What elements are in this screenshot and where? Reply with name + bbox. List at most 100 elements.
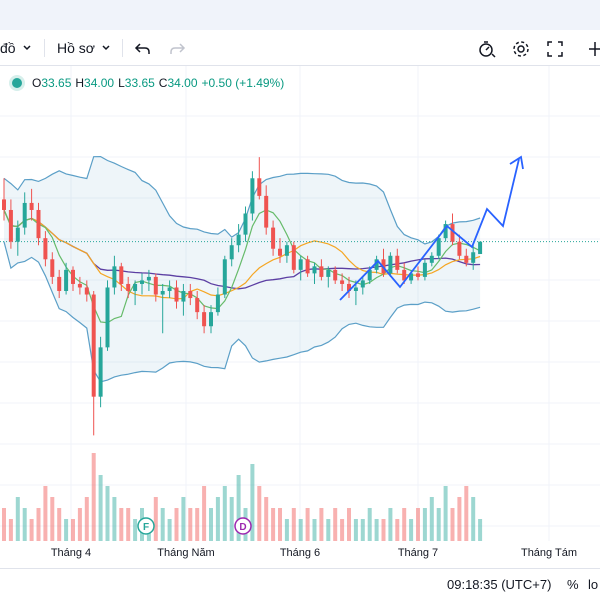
event-marker-d[interactable]: D — [234, 517, 252, 535]
volume-bar — [91, 453, 96, 541]
candle-body — [50, 259, 55, 277]
clock-readout[interactable]: 09:18:35 (UTC+7) — [447, 577, 552, 592]
candle — [416, 266, 420, 281]
candle — [84, 280, 89, 302]
redo-button[interactable] — [166, 38, 188, 60]
volume-bar — [215, 497, 220, 541]
profile-label: Hồ sơ — [57, 40, 95, 56]
volume-bar — [119, 508, 124, 541]
volume-bar — [57, 508, 62, 541]
profile-dropdown[interactable]: Hồ sơ — [57, 31, 111, 65]
candle — [77, 276, 82, 295]
volume-bar — [64, 519, 69, 541]
candle — [98, 336, 103, 408]
candle — [450, 213, 455, 246]
candle-body — [119, 266, 124, 284]
candle-body — [312, 266, 317, 274]
candle — [422, 259, 427, 281]
bollinger-lower-line — [3, 241, 481, 383]
toolbar-divider — [122, 39, 123, 57]
volume-bar — [471, 497, 476, 541]
candle-body — [2, 199, 6, 210]
candle-body — [250, 178, 255, 214]
volume-bar — [181, 497, 186, 541]
candle-body — [388, 255, 393, 274]
undo-icon — [134, 43, 150, 54]
candle-body — [409, 273, 414, 281]
candle — [250, 171, 255, 221]
undo-button[interactable] — [132, 38, 154, 60]
x-tick-label: Tháng Năm — [157, 547, 214, 559]
candle — [43, 231, 48, 267]
volume-bar — [333, 508, 338, 541]
candles — [2, 157, 483, 436]
candle — [284, 241, 289, 263]
candle-body — [43, 238, 48, 260]
price-chart[interactable]: F D Tháng 4 Tháng Năm Tháng 6 Tháng 7 Th… — [0, 66, 600, 566]
candle — [22, 192, 27, 235]
volume-bar — [195, 508, 200, 541]
candle — [174, 280, 179, 309]
chart-type-dropdown[interactable]: đồ — [0, 31, 32, 65]
trend-drawing — [339, 158, 520, 301]
candle — [271, 220, 276, 256]
candle — [64, 262, 69, 295]
candle-body — [243, 213, 248, 235]
volume-bar — [112, 497, 117, 541]
volume-bar — [422, 508, 427, 541]
caret-down-icon — [102, 45, 110, 51]
candle-body — [291, 245, 296, 270]
candle — [126, 276, 131, 299]
fullscreen-button[interactable] — [544, 38, 566, 60]
volume-bar — [8, 519, 13, 541]
volume-bar — [305, 508, 310, 541]
volume-bar — [374, 519, 379, 541]
candle — [436, 234, 441, 260]
candle-body — [153, 276, 158, 295]
alert-button[interactable] — [476, 38, 498, 60]
candle-body — [464, 255, 469, 263]
candle — [457, 234, 462, 260]
volume-bar — [360, 519, 365, 541]
candle — [264, 185, 269, 235]
more-button[interactable] — [584, 38, 600, 60]
volume-bar — [319, 508, 324, 541]
candle-body — [278, 248, 282, 256]
status-bar: 09:18:35 (UTC+7) % lo — [0, 568, 600, 601]
log-scale-toggle[interactable]: lo — [588, 577, 599, 592]
top-bar: đồ Hồ sơ — [0, 0, 600, 66]
volume-bar — [126, 508, 131, 541]
volume-bar — [174, 508, 179, 541]
volume-bar — [340, 519, 345, 541]
candle-body — [422, 262, 427, 277]
high-key: H — [75, 76, 85, 90]
candle-body — [64, 269, 69, 291]
candle-body — [429, 255, 434, 263]
volume-bar — [257, 486, 262, 541]
candle — [347, 276, 351, 299]
candle-body — [202, 312, 207, 327]
candle-body — [105, 287, 110, 348]
event-marker-f[interactable]: F — [137, 517, 155, 535]
volume-bar — [84, 497, 89, 541]
candle — [443, 220, 448, 242]
candle-body — [36, 209, 41, 239]
volume-bar — [22, 508, 27, 541]
percent-scale-toggle[interactable]: % — [567, 577, 579, 592]
candle-body — [8, 209, 13, 242]
volume-bar — [105, 486, 110, 541]
candle — [91, 291, 96, 436]
volume-bar — [36, 508, 41, 541]
candle-body — [305, 259, 310, 274]
volume-bar — [50, 497, 55, 541]
settings-button[interactable] — [510, 38, 532, 60]
candle-body — [167, 287, 172, 291]
candle — [188, 283, 193, 306]
candle — [298, 255, 303, 281]
volume-bar — [29, 519, 34, 541]
candle-body — [84, 287, 89, 295]
candle — [57, 269, 62, 299]
volume-bar — [250, 464, 255, 541]
open-value: 33.65 — [41, 76, 72, 90]
volume-bar — [312, 519, 317, 541]
